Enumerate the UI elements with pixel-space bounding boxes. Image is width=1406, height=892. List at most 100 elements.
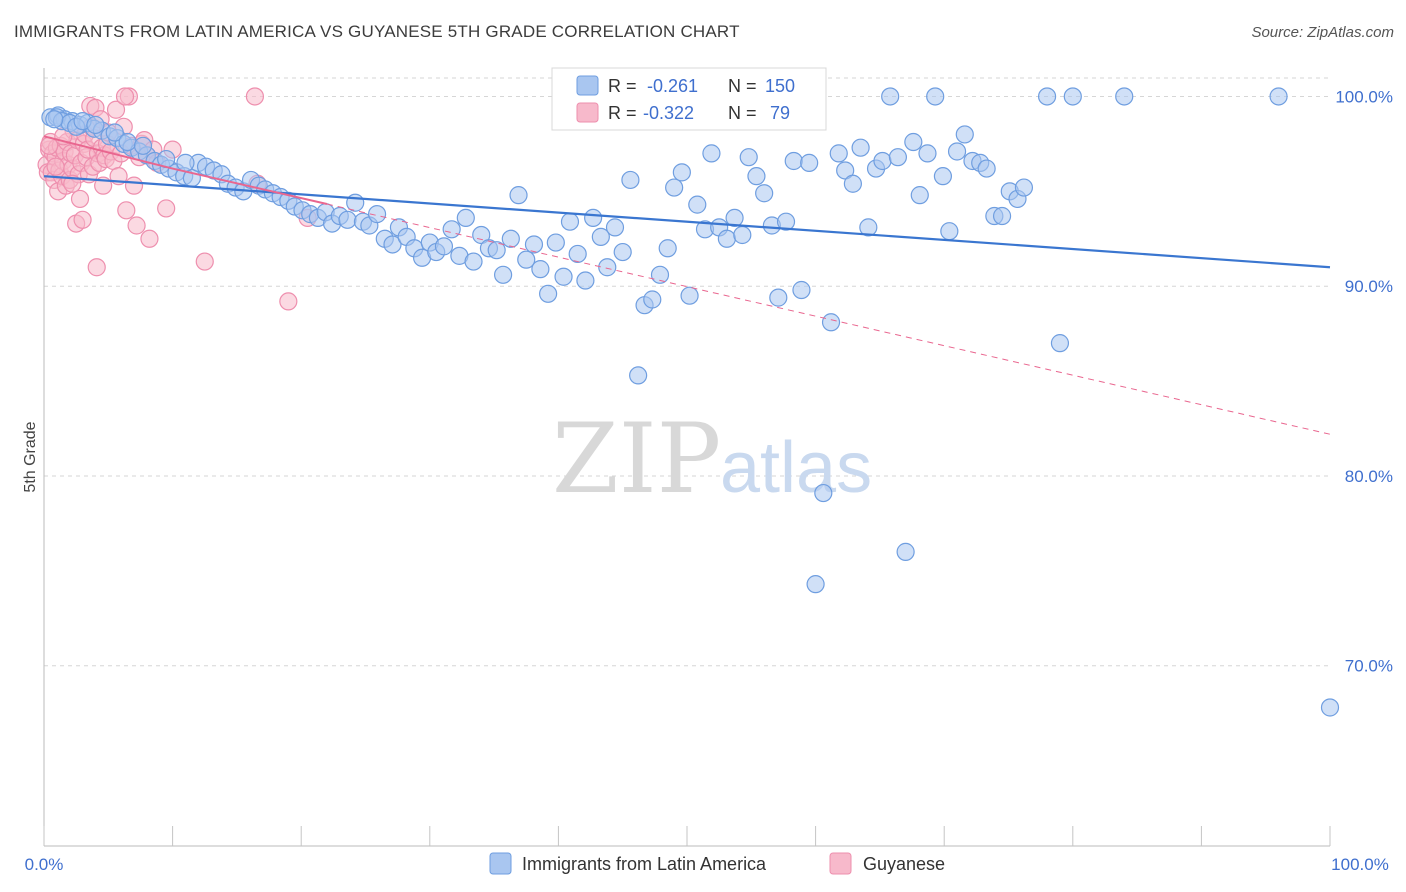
- watermark-atlas: atlas: [720, 428, 872, 508]
- latin-america-point-119: [926, 87, 945, 106]
- series-legend: Immigrants from Latin America Guyanese: [489, 852, 945, 875]
- latin-america-point-144: [86, 115, 105, 135]
- latin-america-point-62: [501, 229, 520, 248]
- latin-america-point-121: [940, 222, 959, 241]
- guyanese-point-58: [124, 176, 144, 195]
- latin-america-point-145: [105, 123, 124, 142]
- trend-line-guyanese-solid: [43, 135, 328, 205]
- latin-america-point-85: [672, 163, 691, 182]
- guyanese-point-69: [195, 252, 214, 271]
- legend-r-value-2: -0.322: [643, 103, 694, 123]
- chart-title: IMMIGRANTS FROM LATIN AMERICA VS GUYANES…: [14, 22, 740, 41]
- bottom-legend-label-2: Guyanese: [863, 854, 945, 874]
- guyanese-point-72: [279, 292, 298, 311]
- latin-america-point-74: [591, 227, 610, 246]
- latin-america-point-123: [955, 125, 974, 144]
- guyanese-point-75: [46, 157, 65, 176]
- latin-america-point-117: [910, 186, 929, 205]
- latin-america-point-106: [829, 144, 848, 163]
- guyanese-point-59: [127, 216, 146, 235]
- bottom-legend-swatch-blue: [489, 852, 512, 875]
- legend-r-label-2: R =: [608, 103, 637, 123]
- legend-n-label-1: N =: [728, 76, 757, 96]
- latin-america-point-70: [560, 212, 580, 231]
- latin-america-point-120: [933, 167, 953, 186]
- watermark: ZIP atlas: [552, 403, 872, 515]
- x-tick-label-max: 100.0%: [1331, 855, 1389, 874]
- latin-america-point-75: [598, 258, 617, 277]
- x-tick-labels: 0.0% 100.0%: [25, 855, 1389, 874]
- guyanese-point-55: [117, 201, 136, 220]
- latin-america-point-126: [977, 159, 996, 178]
- latin-america-point-116: [904, 132, 923, 152]
- latin-america-point-65: [524, 235, 544, 254]
- latin-america-point-73: [584, 208, 603, 228]
- latin-america-point-114: [888, 148, 908, 167]
- latin-america-point-113: [881, 87, 900, 106]
- latin-america-point-109: [851, 138, 870, 157]
- latin-america-point-102: [800, 153, 819, 172]
- latin-america-point-94: [739, 148, 758, 167]
- trend-line-guyanese-dashed: [326, 203, 1331, 435]
- legend-r-label-1: R =: [608, 76, 637, 96]
- latin-america-point-131: [1014, 178, 1034, 197]
- latin-america-point-99: [776, 212, 796, 231]
- latin-america-point-133: [1050, 334, 1070, 353]
- latin-america-point-63: [509, 186, 528, 205]
- latin-america-point-96: [755, 184, 774, 203]
- latin-america-point-78: [621, 170, 640, 190]
- latin-america-point-72: [576, 271, 595, 290]
- source-credit: Source: ZipAtlas.com: [1251, 24, 1394, 41]
- latin-america-point-46: [383, 235, 402, 254]
- latin-america-point-67: [539, 284, 558, 303]
- legend-r-value-1: -0.261: [647, 76, 698, 96]
- latin-america-point-136: [1269, 87, 1288, 106]
- latin-america-point-147: [133, 136, 153, 155]
- latin-america-point-68: [546, 233, 565, 252]
- latin-america-point-44: [367, 205, 387, 224]
- latin-america-point-104: [814, 483, 833, 503]
- latin-america-point-149: [176, 153, 195, 172]
- bottom-legend-swatch-pink: [829, 852, 852, 875]
- trend-line-latin-america: [43, 175, 1331, 269]
- latin-america-point-100: [784, 151, 803, 171]
- latin-america-point-95: [747, 167, 766, 186]
- y-tick-label-80: 80.0%: [1345, 467, 1393, 486]
- guyanese-point-64: [140, 229, 159, 248]
- latin-america-point-60: [487, 241, 506, 260]
- latin-america-point-92: [725, 208, 744, 228]
- latin-america-point-79: [629, 366, 648, 385]
- latin-america-point-87: [688, 195, 707, 214]
- latin-america-point-69: [554, 267, 573, 286]
- latin-america-point-143: [45, 110, 64, 129]
- guyanese-point-39: [87, 258, 106, 277]
- latin-america-point-98: [769, 288, 788, 307]
- latin-america-point-71: [568, 244, 587, 264]
- latin-america-point-66: [531, 260, 550, 279]
- latin-america-point-40: [338, 210, 357, 229]
- latin-america-point-101: [792, 280, 811, 300]
- latin-america-point-103: [806, 575, 825, 594]
- latin-america-point-77: [613, 242, 632, 262]
- latin-america-point-81: [643, 290, 662, 309]
- latin-america-point-61: [494, 265, 513, 284]
- x-tick-label-min: 0.0%: [25, 855, 64, 874]
- latin-america-point-91: [717, 229, 736, 248]
- y-axis-title: 5th Grade: [22, 421, 39, 492]
- latin-america-point-137: [1320, 698, 1340, 717]
- legend-swatch-pink: [576, 102, 599, 123]
- latin-america-point-108: [843, 174, 862, 193]
- watermark-zip: ZIP: [552, 403, 721, 515]
- guyanese-point-78: [115, 87, 135, 106]
- latin-america-point-76: [605, 218, 625, 237]
- guyanese-point-70: [245, 87, 265, 106]
- legend-n-label-2: N =: [728, 103, 757, 123]
- latin-america-point-115: [896, 542, 915, 561]
- latin-america-point-146: [118, 132, 137, 152]
- latin-america-point-89: [702, 144, 721, 163]
- latin-america-point-57: [464, 252, 483, 271]
- latin-america-point-118: [918, 144, 937, 163]
- latin-america-point-128: [992, 206, 1012, 226]
- y-tick-labels: 70.0% 80.0% 90.0% 100.0%: [1335, 87, 1393, 675]
